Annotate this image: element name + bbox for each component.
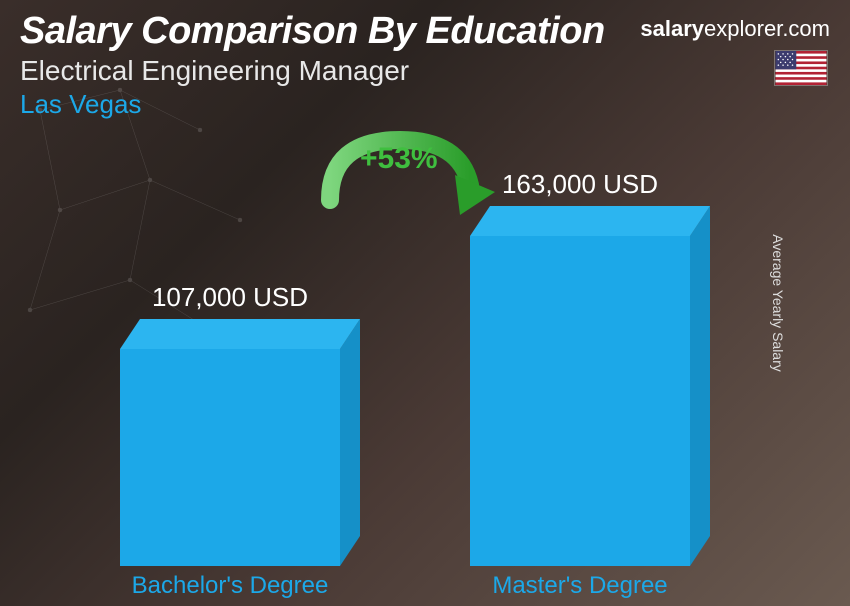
bar-3d: [120, 319, 360, 566]
brand-text-domain: .com: [782, 16, 830, 41]
page-location: Las Vegas: [20, 89, 830, 120]
bar-group: 163,000 USD: [470, 206, 690, 566]
bar-group: 107,000 USD: [120, 319, 340, 566]
brand-text-bold: salary: [640, 16, 704, 41]
bar-value-label: 107,000 USD: [120, 282, 340, 313]
bar-value-label: 163,000 USD: [470, 169, 690, 200]
bar-category-label: Bachelor's Degree: [80, 572, 380, 600]
increase-percent-badge: +53%: [360, 142, 438, 176]
bar-category-label: Master's Degree: [430, 572, 730, 600]
country-flag-us: [774, 50, 828, 86]
bar-chart: +53% 107,000 USD Bachelor's Degree 163,000…: [0, 130, 850, 606]
brand-text-light: explorer: [704, 16, 782, 41]
bar-3d: [470, 206, 710, 566]
brand-logo: salaryexplorer.com: [640, 16, 830, 42]
page-subtitle: Electrical Engineering Manager: [20, 55, 830, 87]
